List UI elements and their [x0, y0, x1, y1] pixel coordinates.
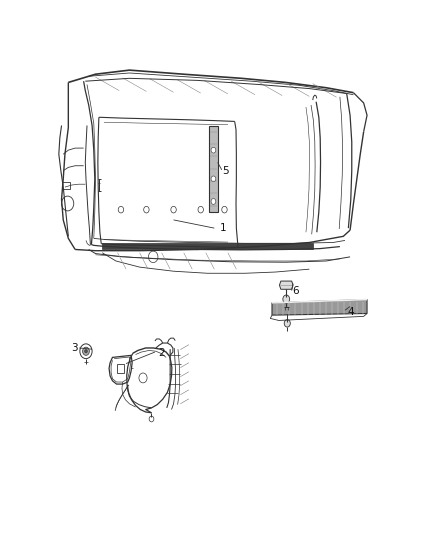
Circle shape: [85, 350, 87, 353]
Circle shape: [171, 206, 176, 213]
Circle shape: [284, 320, 290, 327]
Bar: [102, 243, 313, 249]
Bar: [209, 125, 218, 212]
Polygon shape: [272, 300, 367, 315]
Polygon shape: [279, 281, 293, 289]
Text: 5: 5: [222, 166, 229, 176]
Circle shape: [148, 251, 158, 263]
Text: 6: 6: [293, 286, 299, 295]
Circle shape: [144, 206, 149, 213]
Circle shape: [283, 295, 290, 303]
Circle shape: [83, 347, 89, 356]
Circle shape: [118, 206, 124, 213]
Polygon shape: [109, 356, 132, 384]
Circle shape: [139, 373, 147, 383]
Text: 1: 1: [219, 223, 226, 233]
Text: 4: 4: [347, 307, 354, 317]
Circle shape: [211, 199, 216, 204]
Text: 3: 3: [71, 343, 78, 353]
Circle shape: [61, 196, 74, 211]
Bar: [117, 365, 124, 373]
Circle shape: [211, 147, 216, 153]
Circle shape: [222, 206, 227, 213]
Circle shape: [149, 416, 154, 422]
Circle shape: [198, 206, 203, 213]
Text: 2: 2: [158, 348, 165, 358]
Circle shape: [211, 176, 216, 182]
FancyBboxPatch shape: [61, 182, 70, 189]
Circle shape: [80, 344, 92, 359]
